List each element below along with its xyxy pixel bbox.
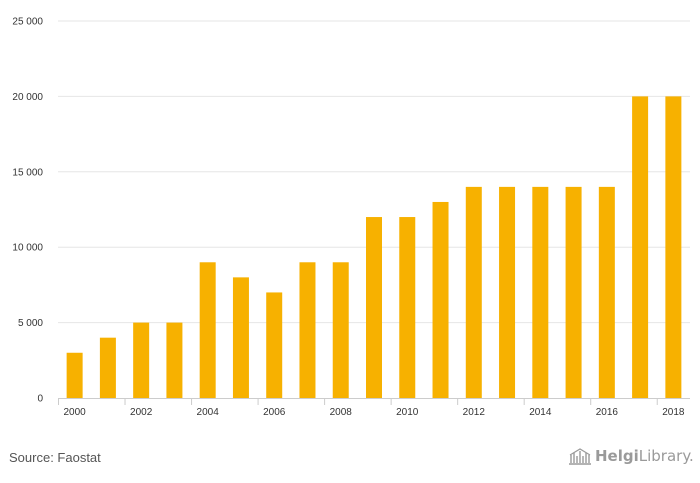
bar-2011[interactable] <box>432 201 449 398</box>
x-tick-label: 2010 <box>396 407 419 418</box>
y-tick-label: 0 <box>37 394 43 405</box>
x-tick-label: 2000 <box>64 407 87 418</box>
bar-2013[interactable] <box>499 186 516 398</box>
helgi-library-logo[interactable]: HelgiLibrary. <box>568 447 694 465</box>
x-tick-label: 2004 <box>197 407 220 418</box>
bar-2017[interactable] <box>632 96 649 399</box>
bar-2004[interactable] <box>199 262 216 398</box>
bar-2003[interactable] <box>166 322 183 398</box>
y-tick-label: 5 000 <box>18 318 43 329</box>
bar-2015[interactable] <box>565 186 582 398</box>
bar-2005[interactable] <box>232 277 249 398</box>
y-tick-label: 10 000 <box>12 243 43 254</box>
bar-2008[interactable] <box>332 262 349 398</box>
x-tick-label: 2008 <box>330 407 353 418</box>
bar-2006[interactable] <box>266 292 283 398</box>
bar-2012[interactable] <box>465 186 482 398</box>
y-tick-label: 20 000 <box>12 92 43 103</box>
library-building-icon <box>569 448 591 465</box>
bar-2018[interactable] <box>665 96 682 399</box>
logo-text-bold: Helgi <box>595 447 639 465</box>
gridlines <box>58 20 690 324</box>
x-tick-label: 2018 <box>662 407 685 418</box>
x-tick-label: 2014 <box>529 407 552 418</box>
bar-2016[interactable] <box>598 186 615 398</box>
x-tick-label: 2012 <box>463 407 486 418</box>
bar-2009[interactable] <box>366 217 382 398</box>
y-axis-labels: 0 5 000 10 000 15 000 20 000 25 000 <box>12 17 43 405</box>
y-tick-label: 15 000 <box>12 167 43 178</box>
logo-text-regular: Library. <box>638 447 694 465</box>
bar-2001[interactable] <box>99 337 116 398</box>
bar-2010[interactable] <box>399 217 416 398</box>
bar-2014[interactable] <box>532 186 549 398</box>
x-axis <box>58 398 690 405</box>
x-tick-label: 2016 <box>596 407 619 418</box>
bar-2000[interactable] <box>66 352 83 398</box>
source-note: Source: Faostat <box>9 450 101 465</box>
x-axis-labels: 2000 2002 2004 2006 2008 2010 2012 2014 2016 2018 <box>64 407 685 418</box>
bar-2002[interactable] <box>133 322 150 398</box>
x-tick-label: 2002 <box>130 407 153 418</box>
bars <box>66 96 682 399</box>
x-tick-label: 2006 <box>263 407 286 418</box>
y-tick-label: 25 000 <box>12 17 43 28</box>
bar-2007[interactable] <box>299 262 316 398</box>
logo-text: HelgiLibrary. <box>595 447 694 465</box>
